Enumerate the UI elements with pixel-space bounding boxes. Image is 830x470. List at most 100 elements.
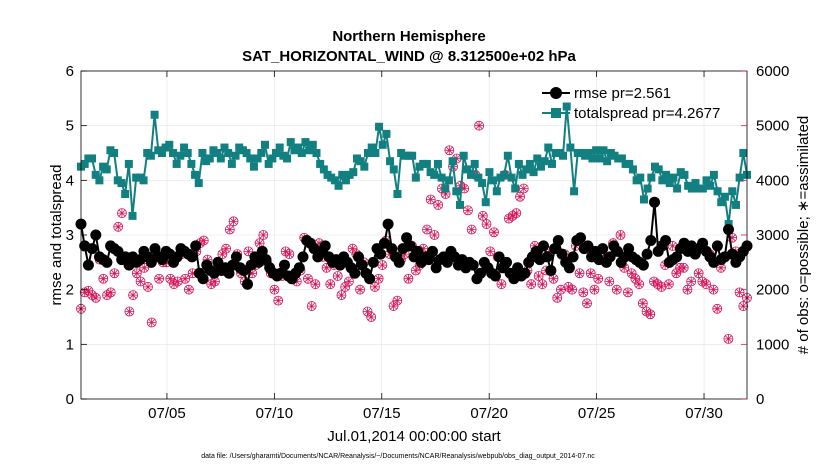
totalspread-point xyxy=(474,173,483,182)
rmse-point xyxy=(541,251,553,263)
obs-assimilated-point xyxy=(526,279,536,289)
rmse-point xyxy=(186,251,198,263)
totalspread-point xyxy=(566,143,575,152)
obs-assimilated-point xyxy=(612,285,622,294)
rmse-point xyxy=(349,267,361,279)
obs-assimilated-point xyxy=(631,274,640,283)
rmse-point xyxy=(82,259,94,271)
obs-assimilated-point xyxy=(87,290,97,300)
rmse-point xyxy=(149,243,161,255)
obs-assimilated-point xyxy=(701,279,711,289)
obs-assimilated-point xyxy=(311,279,320,289)
obs-assimilated-point xyxy=(84,286,93,296)
y-tick-label: 3 xyxy=(66,227,74,244)
obs-assimilated-point xyxy=(452,154,462,163)
totalspread-point xyxy=(411,173,420,182)
rmse-point xyxy=(353,251,364,263)
totalspread-point xyxy=(301,138,310,147)
totalspread-point xyxy=(639,195,648,204)
obs-assimilated-point xyxy=(99,274,108,283)
obs-possible-point xyxy=(135,276,146,287)
obs-possible-point xyxy=(701,279,711,290)
totalspread-point xyxy=(187,159,196,168)
totalspread-point xyxy=(91,170,100,179)
totalspread-point xyxy=(356,157,365,166)
obs-assimilated-point xyxy=(422,225,432,234)
totalspread-point xyxy=(467,170,476,179)
totalspread-point xyxy=(544,143,553,152)
obs-possible-point xyxy=(429,230,440,240)
obs-possible-point xyxy=(273,295,284,306)
y2-tick-label: 6000 xyxy=(756,63,789,80)
obs-assimilated-point xyxy=(605,277,614,286)
totalspread-point xyxy=(478,179,487,188)
totalspread-point xyxy=(393,190,402,198)
obs-possible-point xyxy=(623,287,633,298)
obs-assimilated-point xyxy=(593,274,603,283)
totalspread-point xyxy=(433,159,442,168)
obs-possible-point xyxy=(507,210,518,221)
obs-assimilated-point xyxy=(355,285,365,294)
x-tick-label: 07/30 xyxy=(685,405,723,422)
obs-possible-point xyxy=(117,208,127,219)
totalspread-point xyxy=(172,159,181,168)
totalspread-point xyxy=(375,122,384,131)
obs-assimilated-point xyxy=(374,274,383,283)
totalspread-point xyxy=(706,181,715,190)
obs-possible-point xyxy=(388,301,399,311)
totalspread-point xyxy=(720,192,729,201)
totalspread-point xyxy=(139,176,148,185)
totalspread-point xyxy=(570,187,579,196)
obs-possible-point xyxy=(477,210,488,221)
obs-assimilated-point xyxy=(698,277,707,286)
rmse-point xyxy=(556,248,568,260)
totalspread-point xyxy=(382,129,391,138)
obs-assimilated-point xyxy=(363,307,372,316)
obs-assimilated-point xyxy=(634,279,644,289)
rmse-point xyxy=(297,251,309,263)
totalspread-point xyxy=(367,143,376,152)
totalspread-point xyxy=(463,165,472,174)
y-tick-label: 2 xyxy=(66,282,74,299)
rmse-point xyxy=(90,229,102,241)
obs-assimilated-point xyxy=(140,263,149,273)
y-tick-label: 0 xyxy=(66,391,74,408)
rmse-point xyxy=(645,234,657,246)
rmse-point xyxy=(364,273,376,285)
obs-assimilated-point xyxy=(445,146,454,155)
rmse-point xyxy=(552,234,564,246)
rmse-point xyxy=(242,278,253,290)
totalspread-point xyxy=(191,170,200,179)
obs-possible-point xyxy=(362,306,373,317)
obs-possible-point xyxy=(474,120,485,131)
totalspread-point xyxy=(559,151,568,160)
totalspread-point xyxy=(231,151,240,160)
rmse-point xyxy=(649,196,660,208)
obs-possible-point xyxy=(258,230,269,240)
x-tick-label: 07/10 xyxy=(256,405,294,422)
totalspread-point xyxy=(588,154,597,163)
obs-assimilated-point xyxy=(727,233,737,242)
totalspread-point xyxy=(691,179,700,188)
obs-assimilated-point xyxy=(653,279,662,289)
obs-possible-point xyxy=(303,273,313,284)
rmse-point xyxy=(671,251,683,263)
totalspread-point xyxy=(455,200,464,209)
obs-assimilated-point xyxy=(326,279,335,289)
obs-assimilated-point xyxy=(616,230,625,240)
totalspread-point xyxy=(698,184,707,193)
obs-possible-point xyxy=(325,279,336,290)
totalspread-point xyxy=(341,176,350,185)
obs-assimilated-point xyxy=(686,277,696,286)
totalspread-point xyxy=(194,179,203,188)
obs-assimilated-point xyxy=(463,206,473,215)
obs-assimilated-point xyxy=(270,285,279,294)
totalspread-point xyxy=(599,146,608,155)
obs-possible-point xyxy=(169,279,179,290)
obs-possible-point xyxy=(403,273,414,284)
obs-assimilated-point xyxy=(378,260,387,270)
obs-possible-point xyxy=(221,243,232,254)
obs-possible-point xyxy=(574,268,585,279)
obs-possible-point xyxy=(686,276,697,287)
